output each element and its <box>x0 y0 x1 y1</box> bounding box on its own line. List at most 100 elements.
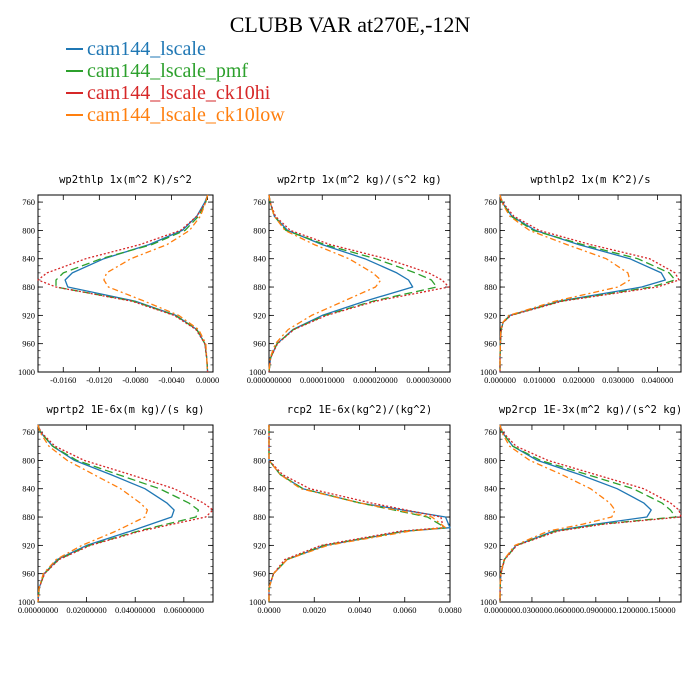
x-tick-label: 0.0060 <box>393 605 416 615</box>
plot-frame <box>499 424 682 603</box>
y-tick-label: 960 <box>253 339 266 349</box>
series-line <box>499 194 631 372</box>
x-tick-label: 0.0000 <box>196 375 219 385</box>
x-tick-label: 0.0000 <box>257 605 280 615</box>
series-line <box>268 425 447 602</box>
y-tick-label: 840 <box>484 484 497 494</box>
x-tick-label: 0.04000000 <box>115 605 155 615</box>
chart-panel: wpthlp2 1x(m K^2)/s 760 800 840 880 920 960 100… <box>480 174 682 385</box>
y-tick-label: 760 <box>484 197 497 207</box>
y-tick-label: 840 <box>253 484 266 494</box>
y-tick-label: 920 <box>484 310 497 320</box>
y-tick-label: 760 <box>253 197 266 207</box>
y-tick-label: 1000 <box>249 597 266 607</box>
series-line <box>55 194 209 373</box>
legend-item: cam144_lscale_ck10hi <box>66 82 285 104</box>
x-tick-label: -0.0040 <box>158 375 184 385</box>
series-line <box>37 424 214 603</box>
x-tick-label: 0.150000 <box>644 605 676 615</box>
y-tick-label: 920 <box>484 540 497 550</box>
x-tick-label: 0.020000 <box>563 375 595 385</box>
y-tick-label: 800 <box>253 455 266 465</box>
series-line <box>499 424 677 603</box>
chart-panel: wp2rcp 1E-3x(m^2 kg)/(s^2 kg) 760 800 840 88… <box>480 404 682 615</box>
y-tick-label: 840 <box>22 254 35 264</box>
legend-swatch <box>66 48 83 50</box>
y-tick-label: 880 <box>484 512 497 522</box>
chart-title: rcp2 1E-6x(kg^2)/(kg^2) <box>287 404 432 416</box>
series-line <box>268 194 450 373</box>
x-tick-label: 0.030000 <box>516 605 548 615</box>
chart-panel: wprtp2 1E-6x(m kg)/(s kg) 760 800 840 880 920… <box>18 404 214 615</box>
y-tick-label: 920 <box>22 540 35 550</box>
x-tick-label: -0.0120 <box>86 375 112 385</box>
legend-label: cam144_lscale_ck10low <box>87 104 285 126</box>
y-tick-label: 760 <box>22 427 35 437</box>
y-tick-label: 1000 <box>18 367 35 377</box>
series-line <box>103 194 209 373</box>
x-tick-label: 0.0080 <box>438 605 461 615</box>
x-tick-label: 0.00000000 <box>18 605 58 615</box>
legend-label: cam144_lscale <box>87 38 206 60</box>
y-tick-label: 800 <box>22 225 35 235</box>
series-line <box>64 194 209 373</box>
series-line <box>499 194 666 372</box>
y-tick-label: 760 <box>484 427 497 437</box>
series-line <box>37 194 209 373</box>
series-line <box>268 425 447 602</box>
chart-panel: wp2thlp 1x(m^2 K)/s^2 760 800 840 880 920 960 1… <box>18 174 219 385</box>
y-tick-label: 880 <box>484 282 497 292</box>
x-tick-label: -0.0080 <box>122 375 148 385</box>
y-tick-label: 920 <box>253 310 266 320</box>
x-tick-label: 0.000000000 <box>247 375 292 385</box>
y-tick-label: 840 <box>22 484 35 494</box>
series-line <box>268 194 414 373</box>
y-tick-label: 960 <box>484 339 497 349</box>
x-tick-label: 0.0020 <box>303 605 326 615</box>
y-tick-label: 960 <box>253 569 266 579</box>
y-tick-label: 920 <box>253 540 266 550</box>
y-tick-label: 840 <box>253 254 266 264</box>
y-tick-label: 960 <box>22 569 35 579</box>
chart-panel: rcp2 1E-6x(kg^2)/(kg^2) 760 800 840 880 920 96… <box>249 404 462 615</box>
series-line <box>499 424 682 603</box>
y-tick-label: 800 <box>22 455 35 465</box>
series-line <box>37 424 149 603</box>
chart-panel: wp2rtp 1x(m^2 kg)/(s^2 kg) 760 800 840 880 92… <box>247 174 451 385</box>
plot-frame <box>499 194 682 373</box>
plot-frame <box>37 194 214 373</box>
legend-swatch <box>66 114 83 116</box>
series-line <box>268 194 382 373</box>
legend: cam144_lscale cam144_lscale_pmf cam144_l… <box>66 38 285 126</box>
x-tick-label: 0.000010000 <box>300 375 345 385</box>
y-tick-label: 760 <box>22 197 35 207</box>
x-tick-label: 0.06000000 <box>164 605 204 615</box>
series-line <box>499 194 680 372</box>
y-tick-label: 880 <box>22 512 35 522</box>
legend-label: cam144_lscale_pmf <box>87 60 249 82</box>
y-tick-label: 800 <box>484 455 497 465</box>
x-tick-label: 0.000000 <box>484 375 516 385</box>
figure-title: CLUBB VAR at270E,-12N <box>229 12 471 37</box>
series-line <box>37 424 175 603</box>
legend-label: cam144_lscale_ck10hi <box>87 82 271 104</box>
y-tick-label: 1000 <box>480 367 497 377</box>
y-tick-label: 1000 <box>480 597 497 607</box>
y-tick-label: 800 <box>484 225 497 235</box>
series-line <box>268 194 438 373</box>
legend-item: cam144_lscale <box>66 38 285 60</box>
y-tick-label: 880 <box>253 512 266 522</box>
y-tick-label: 960 <box>484 569 497 579</box>
y-tick-label: 960 <box>22 339 35 349</box>
series-line <box>37 424 200 603</box>
y-tick-label: 1000 <box>249 367 266 377</box>
x-tick-label: 0.060000 <box>548 605 580 615</box>
x-tick-label: 0.010000 <box>523 375 555 385</box>
chart-title: wp2thlp 1x(m^2 K)/s^2 <box>59 174 192 186</box>
plot-frame <box>37 424 214 603</box>
y-tick-label: 1000 <box>18 597 35 607</box>
y-tick-label: 880 <box>22 282 35 292</box>
series-line <box>499 424 616 603</box>
